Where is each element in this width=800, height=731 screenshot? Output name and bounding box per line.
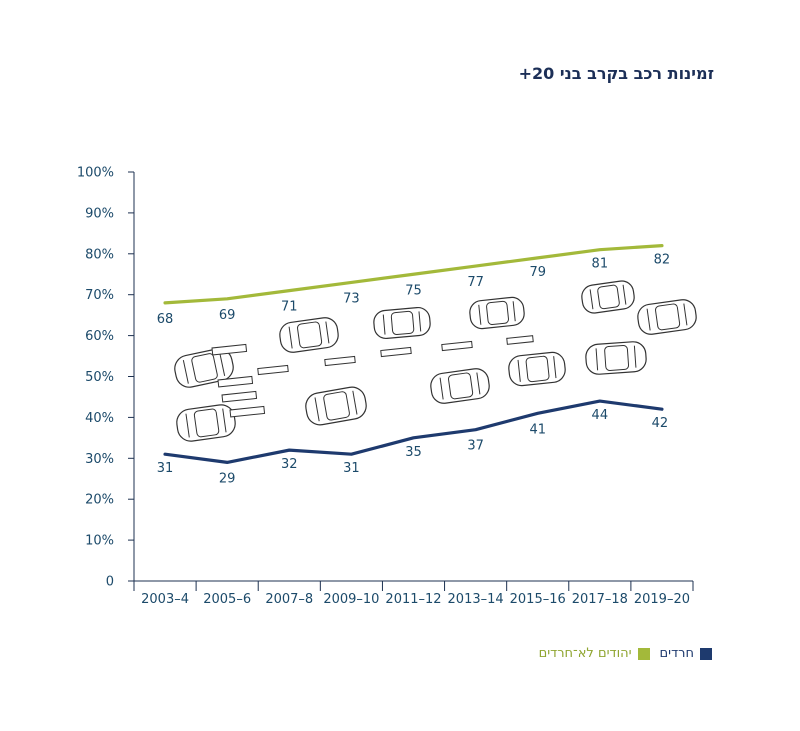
x-tick-label: 2019–20	[634, 592, 690, 607]
y-tick-label: 100%	[77, 166, 114, 181]
data-label-haredi: 31	[157, 461, 174, 476]
crosswalk-stripe	[211, 343, 248, 356]
lane-marking	[257, 364, 289, 376]
car-icon	[637, 299, 697, 335]
data-label-non_haredi: 75	[405, 283, 422, 298]
car-icon	[581, 280, 635, 314]
data-label-non_haredi: 82	[654, 253, 671, 268]
x-tick-label: 2005–6	[203, 592, 251, 607]
legend-swatch	[637, 647, 650, 660]
x-tick-label: 2011–12	[385, 592, 441, 607]
lane-marking	[441, 340, 473, 352]
data-label-haredi: 44	[592, 408, 609, 423]
y-tick-label: 60%	[85, 329, 114, 344]
x-tick-label: 2017–18	[572, 592, 628, 607]
chart-axes: 0 10% 20% 30% 40% 50% 60% 70% 80% 90% 100% 2003–4 20…	[77, 166, 694, 607]
car-icon	[430, 368, 490, 404]
y-tick-label: 20%	[85, 493, 114, 508]
legend-item-haredi: חרדים	[660, 646, 712, 661]
data-label-non_haredi: 73	[343, 291, 360, 306]
series-line-non_haredi	[163, 244, 664, 305]
lane-marking	[506, 335, 534, 345]
crosswalk-stripe	[217, 375, 254, 388]
chart-series: 68 69 71 73 75 77 79 81 82 31 29 32 31 35 37 41 44 42	[157, 244, 671, 486]
legend-label: יהודים לא־חרדים	[538, 646, 632, 661]
data-label-non_haredi: 71	[281, 300, 298, 315]
y-tick-label: 90%	[85, 206, 114, 221]
crosswalk-stripe	[221, 390, 258, 403]
x-tick-label: 2007–8	[265, 592, 313, 607]
car-icon	[279, 317, 339, 353]
legend: חרדים יהודים לא־חרדים	[539, 646, 712, 661]
data-label-haredi: 31	[343, 461, 360, 476]
legend-item-non_haredi: יהודים לא־חרדים	[539, 646, 650, 661]
y-tick-label: 0	[106, 575, 114, 590]
data-label-non_haredi: 77	[467, 275, 484, 290]
car-icon	[585, 341, 647, 375]
data-label-non_haredi: 81	[592, 257, 609, 272]
data-label-haredi: 42	[652, 416, 669, 431]
legend-label: חרדים	[659, 646, 694, 661]
car-icon	[174, 348, 234, 388]
y-tick-label: 80%	[85, 247, 114, 262]
data-label-haredi: 37	[467, 439, 484, 454]
y-tick-label: 30%	[85, 452, 114, 467]
lane-marking	[324, 355, 356, 367]
crosswalk-stripe	[229, 405, 266, 418]
y-tick-label: 50%	[85, 370, 114, 385]
series-line-haredi	[163, 399, 664, 464]
x-tick-label: 2003–4	[141, 592, 189, 607]
x-tick-label: 2009–10	[323, 592, 379, 607]
data-label-haredi: 35	[405, 445, 422, 460]
data-label-non_haredi: 69	[219, 308, 236, 323]
car-icon	[176, 404, 236, 442]
lane-marking	[380, 346, 412, 358]
car-icon	[305, 386, 367, 426]
x-tick-label: 2013–14	[448, 592, 504, 607]
chart-title: זמינות רכב בקרב בני 20+	[518, 64, 714, 83]
data-label-non_haredi: 68	[157, 312, 174, 327]
x-tick-label: 2015–16	[510, 592, 566, 607]
y-tick-label: 10%	[85, 534, 114, 549]
data-label-non_haredi: 79	[529, 265, 546, 280]
car-icon	[469, 296, 525, 330]
data-label-haredi: 41	[529, 422, 546, 437]
car-icon	[373, 306, 431, 340]
data-label-haredi: 29	[219, 471, 236, 486]
data-label-haredi: 32	[281, 457, 298, 472]
traffic-illustration	[174, 280, 697, 442]
y-tick-label: 70%	[85, 288, 114, 303]
y-tick-label: 40%	[85, 411, 114, 426]
car-icon	[508, 351, 566, 387]
legend-swatch	[700, 647, 712, 660]
